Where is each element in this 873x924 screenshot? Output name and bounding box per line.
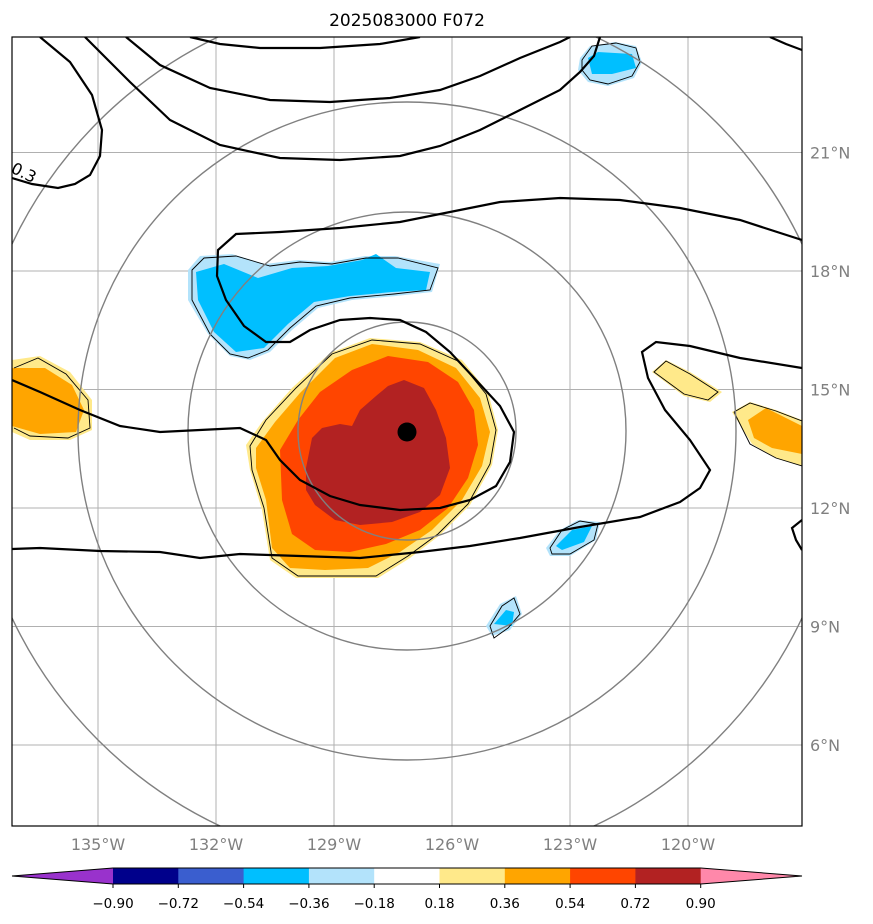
longitude-labels: 135°W 132°W 129°W 126°W 123°W 120°W — [71, 835, 716, 854]
colorbar-tick-label: −0.90 — [92, 896, 133, 912]
colorbar-tick-label: 0.36 — [490, 896, 520, 912]
colorbar-segment — [308, 868, 375, 884]
colorbar-tick-label: −0.36 — [288, 896, 329, 912]
colorbar-tick-label: 0.18 — [424, 896, 454, 912]
lon-tick-label: 135°W — [71, 835, 126, 854]
positive-west-orange — [12, 368, 84, 434]
map-area: 0.3 — [8, 37, 802, 826]
lat-tick-label: 12°N — [810, 499, 850, 518]
colorbar-extend-min — [12, 868, 113, 884]
colorbar-segment — [439, 868, 506, 884]
filled-field — [12, 42, 802, 636]
lat-tick-label: 18°N — [810, 262, 850, 281]
latitude-labels: 21°N 18°N 15°N 12°N 9°N 6°N — [810, 144, 850, 756]
colorbar-segment — [113, 868, 179, 884]
colorbar: −0.90 −0.72 −0.54 −0.36 −0.18 0.18 0.36 0.54 0.7… — [11, 867, 803, 912]
negative-band-blue — [196, 254, 430, 352]
positive-east-right-orange — [748, 408, 802, 454]
contour-label: 0.3 — [8, 159, 39, 187]
lon-tick-label: 120°W — [661, 835, 716, 854]
lat-tick-label: 6°N — [810, 736, 840, 755]
negative-se-1-blue — [556, 526, 592, 550]
map-frame — [11, 36, 803, 827]
colorbar-segment — [504, 868, 571, 884]
positive-east-small — [652, 360, 722, 402]
colorbar-tick-label: −0.72 — [158, 896, 199, 912]
storm-center-marker — [397, 422, 417, 442]
colorbar-extend-max — [700, 868, 802, 884]
storm-dark-red — [306, 380, 450, 525]
chart-title: 2025083000 F072 — [329, 11, 485, 31]
thin-contours — [13, 42, 802, 639]
lat-tick-label: 9°N — [810, 618, 840, 637]
lon-tick-label: 129°W — [307, 835, 362, 854]
colorbar-segment — [635, 868, 702, 884]
colorbar-segment — [374, 868, 440, 884]
lat-tick-label: 15°N — [810, 381, 850, 400]
colorbar-segment — [243, 868, 310, 884]
colorbar-tick-label: 0.72 — [620, 896, 650, 912]
negative-top-right-blue — [588, 52, 636, 74]
lon-tick-label: 126°W — [425, 835, 480, 854]
colorbar-tick-label: 0.90 — [686, 896, 716, 912]
lon-tick-label: 132°W — [189, 835, 244, 854]
thick-contours — [12, 37, 802, 560]
colorbar-segment — [178, 868, 245, 884]
lon-tick-label: 123°W — [543, 835, 598, 854]
negative-se-2-blue — [494, 610, 514, 626]
lat-tick-label: 21°N — [810, 144, 850, 163]
colorbar-tick-label: 0.54 — [555, 896, 585, 912]
colorbar-tick-label: −0.18 — [354, 896, 395, 912]
colorbar-segment — [570, 868, 636, 884]
colorbar-tick-label: −0.54 — [223, 896, 264, 912]
